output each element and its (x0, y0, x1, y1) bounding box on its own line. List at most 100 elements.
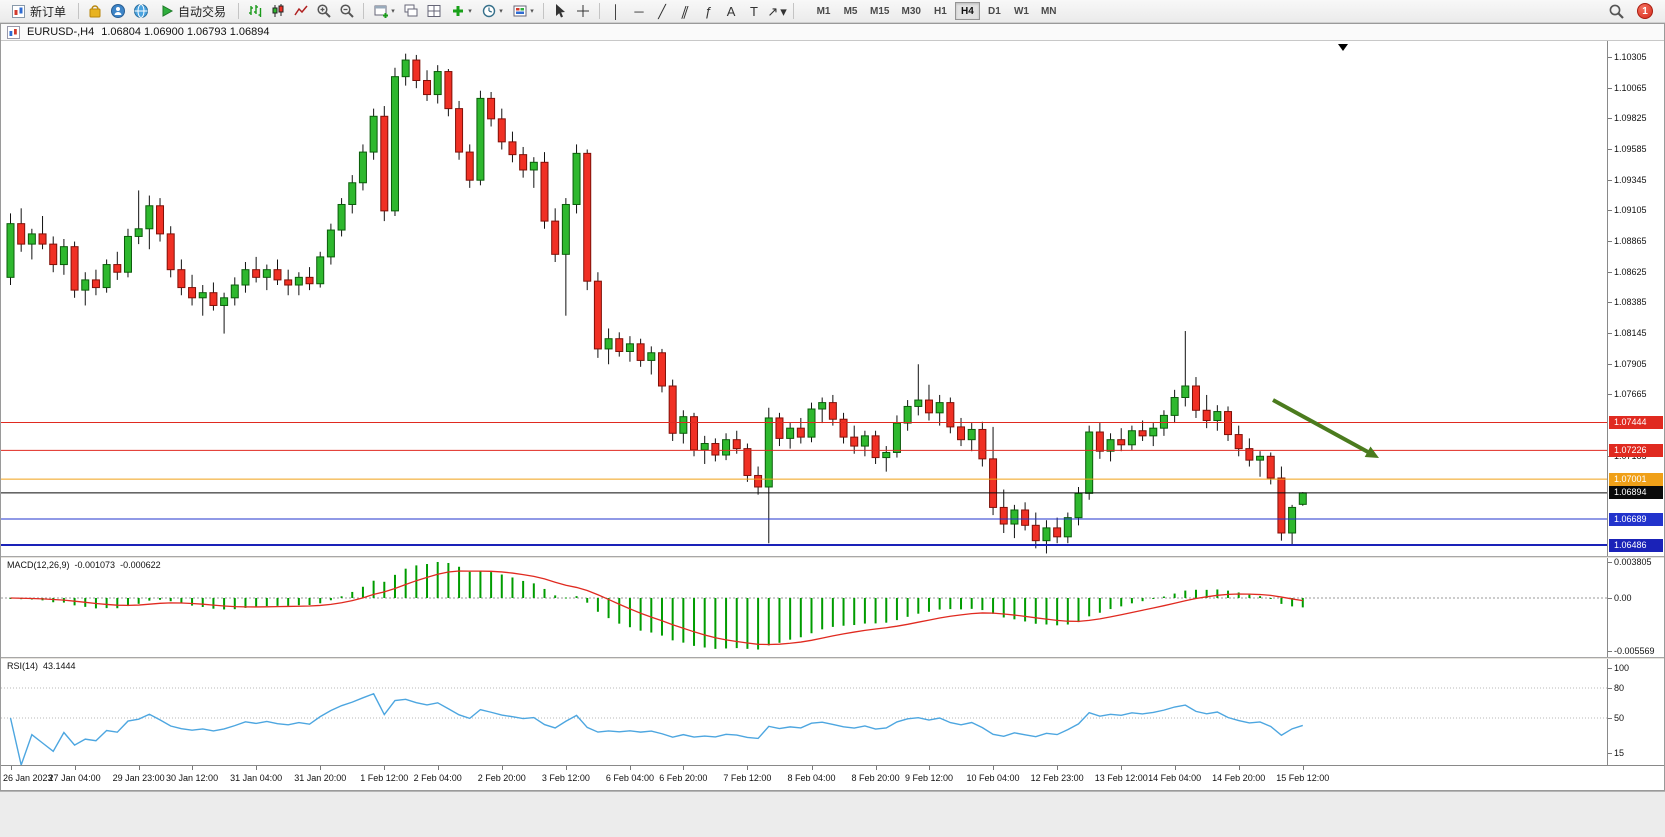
rsi-panel[interactable]: RSI(14) 43.1444 (1, 659, 1607, 765)
price-level-badge: 1.06689 (1609, 513, 1663, 526)
axis-tick (1608, 562, 1612, 563)
community-button[interactable] (130, 1, 152, 21)
horizontal-line-button[interactable]: ─ (628, 1, 650, 21)
arrows-button[interactable]: ↗ ▾ (766, 1, 788, 21)
search-icon (1609, 4, 1624, 19)
text-button[interactable]: A (720, 1, 742, 21)
vertical-line-icon: │ (611, 3, 621, 19)
equidistant-channel-button[interactable]: ∥ (674, 1, 696, 21)
chevron-down-icon: ▾ (530, 8, 534, 15)
timeframe-mn-button[interactable]: MN (1040, 5, 1057, 17)
zoom-out-icon (340, 4, 354, 18)
panel-splitter[interactable] (1, 657, 1664, 659)
notification-count: 1 (1642, 5, 1648, 17)
price-axis-label: 1.10065 (1614, 82, 1647, 93)
market-button[interactable] (84, 1, 106, 21)
indicators-button[interactable]: ▾ (446, 1, 476, 21)
timeframe-m5-button[interactable]: M5 (843, 5, 858, 17)
chart-shift-marker[interactable] (1338, 44, 1348, 51)
price-chart-canvas[interactable] (1, 41, 1607, 556)
panel-splitter[interactable] (1, 556, 1664, 558)
candlestick-chart-button[interactable] (267, 1, 289, 21)
timeframe-h4-button[interactable]: H4 (954, 2, 980, 20)
time-axis-label: 13 Feb 12:00 (1094, 773, 1148, 783)
macd-axis-label: -0.005569 (1614, 645, 1655, 656)
zoom-out-button[interactable] (336, 1, 358, 21)
price-axis-label: 1.07905 (1614, 358, 1647, 369)
new-order-button[interactable]: 新订单 (4, 1, 73, 21)
price-axis-label: 1.09825 (1614, 113, 1647, 124)
time-axis-label: 1 Feb 12:00 (360, 773, 409, 783)
time-axis-label: 31 Jan 04:00 (230, 773, 283, 783)
rsi-canvas[interactable] (1, 659, 1607, 765)
macd-main-value: -0.001073 (74, 560, 116, 570)
rsi-axis-label: 15 (1614, 748, 1625, 758)
candlestick-chart-icon (272, 4, 284, 17)
timeframe-group: M1 M5 M15 M30 H1 H4 D1 W1 MN (811, 2, 1061, 20)
trend-arrow-head[interactable] (1364, 446, 1379, 458)
price-level-badge: 1.07001 (1609, 473, 1663, 486)
timeframe-d1-button[interactable]: D1 (988, 5, 1001, 17)
time-tick (1303, 766, 1304, 770)
trend-arrow-annotation[interactable] (1272, 398, 1371, 455)
template-button[interactable]: ▾ (508, 1, 538, 21)
equidistant-channel-icon: ∥ (679, 3, 691, 19)
axis-tick (1608, 753, 1612, 754)
trendline-icon: ╱ (658, 3, 666, 19)
timeframe-h1-button[interactable]: H1 (934, 5, 947, 17)
time-axis-scale[interactable]: 26 Jan 2023 27 Jan 04:00 29 Jan 23:00 30 Ja… (1, 765, 1664, 790)
timeframe-w1-button[interactable]: W1 (1013, 5, 1029, 17)
timeframe-m15-button[interactable]: M15 (870, 5, 890, 17)
text-icon: A (726, 3, 736, 19)
zoom-in-button[interactable] (313, 1, 335, 21)
macd-signal-value: -0.000622 (120, 560, 161, 570)
time-axis-label: 7 Feb 12:00 (723, 773, 772, 783)
signals-icon (111, 4, 126, 18)
signals-button[interactable] (107, 1, 129, 21)
new-chart-button[interactable]: ▾ (369, 1, 399, 21)
text-label-button[interactable]: T (743, 1, 765, 21)
auto-trading-label: 自动交易 (178, 4, 227, 19)
community-icon (134, 4, 149, 18)
auto-trading-button[interactable]: 自动交易 (153, 1, 233, 21)
price-axis-scale[interactable]: 1.10305 1.10065 1.09825 1.09585 1.09345 1.091… (1607, 41, 1664, 765)
time-tick (11, 766, 12, 770)
macd-axis-label: 0.00 (1614, 592, 1632, 603)
time-axis-label: 27 Jan 04:00 (48, 773, 101, 783)
cursor-icon (556, 4, 566, 18)
time-tick (320, 766, 321, 770)
time-tick (75, 766, 76, 770)
macd-canvas[interactable] (1, 558, 1607, 657)
notification-badge[interactable]: 1 (1637, 3, 1653, 19)
search-button[interactable] (1605, 1, 1627, 21)
chevron-down-icon: ▾ (391, 8, 395, 15)
bar-chart-button[interactable] (244, 1, 266, 21)
toolbar-separator (238, 3, 240, 19)
rsi-value: 43.1444 (43, 661, 76, 671)
vertical-line-button[interactable]: │ (605, 1, 627, 21)
period-button[interactable]: ▾ (477, 1, 507, 21)
chevron-down-icon: ▾ (499, 8, 503, 15)
chart-symbol-title: EURUSD-,H4 (27, 26, 95, 38)
rsi-name: RSI(14) (7, 661, 39, 671)
tile-windows-button[interactable] (423, 1, 445, 21)
price-panel[interactable] (1, 41, 1607, 556)
timeframe-m1-button[interactable]: M1 (816, 5, 831, 17)
current-price-badge: 1.06894 (1609, 486, 1663, 499)
cascade-windows-button[interactable] (400, 1, 422, 21)
cursor-button[interactable] (549, 1, 571, 21)
axis-tick (1608, 394, 1612, 395)
fibonacci-button[interactable]: ƒ (697, 1, 719, 21)
chart-titlebar[interactable]: EURUSD-,H4 1.06804 1.06900 1.06793 1.068… (1, 24, 1664, 41)
crosshair-button[interactable] (572, 1, 594, 21)
macd-panel[interactable]: MACD(12,26,9) -0.001073 -0.000622 (1, 558, 1607, 657)
chart-ohlc-values: 1.06804 1.06900 1.06793 1.06894 (101, 26, 270, 38)
timeframe-m30-button[interactable]: M30 (901, 5, 921, 17)
axis-tick (1608, 598, 1612, 599)
axis-tick (1608, 302, 1612, 303)
line-chart-button[interactable] (290, 1, 312, 21)
trendline-button[interactable]: ╱ (651, 1, 673, 21)
time-axis-label: 8 Feb 04:00 (787, 773, 836, 783)
price-axis-label: 1.08865 (1614, 235, 1647, 246)
time-axis-label: 29 Jan 23:00 (112, 773, 165, 783)
